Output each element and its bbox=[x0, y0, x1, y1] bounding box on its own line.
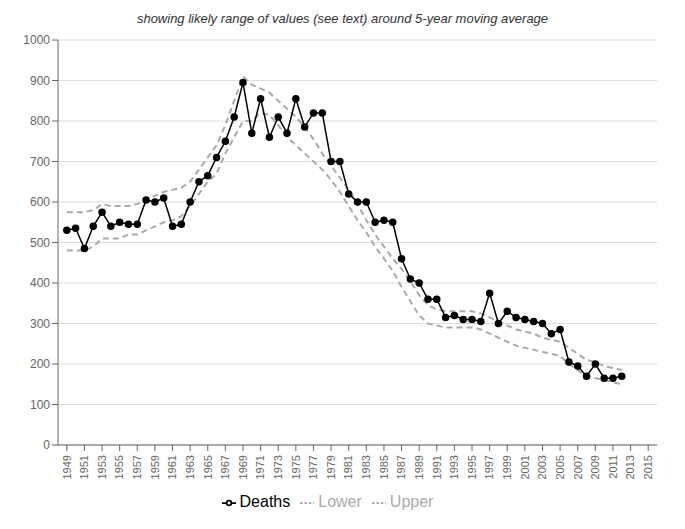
svg-text:2007: 2007 bbox=[572, 455, 584, 479]
svg-text:1961: 1961 bbox=[166, 455, 178, 479]
svg-text:1985: 1985 bbox=[378, 455, 390, 479]
svg-text:2003: 2003 bbox=[536, 455, 548, 479]
svg-text:100: 100 bbox=[30, 398, 50, 412]
svg-text:1955: 1955 bbox=[113, 455, 125, 479]
svg-text:1949: 1949 bbox=[61, 455, 73, 479]
svg-text:1983: 1983 bbox=[360, 455, 372, 479]
svg-text:2005: 2005 bbox=[554, 455, 566, 479]
svg-text:600: 600 bbox=[30, 195, 50, 209]
svg-text:1975: 1975 bbox=[290, 455, 302, 479]
svg-text:2011: 2011 bbox=[607, 455, 619, 479]
html-text:Deaths: Deaths bbox=[239, 493, 291, 510]
svg-text:1995: 1995 bbox=[466, 455, 478, 479]
svg-text:1977: 1977 bbox=[307, 455, 319, 479]
svg-text:1989: 1989 bbox=[413, 455, 425, 479]
svg-text:1969: 1969 bbox=[237, 455, 249, 479]
svg-text:2013: 2013 bbox=[624, 455, 636, 479]
svg-text:1957: 1957 bbox=[131, 455, 143, 479]
svg-text:1959: 1959 bbox=[149, 455, 161, 479]
html-text:Upper: Upper bbox=[389, 493, 434, 510]
svg-text:1963: 1963 bbox=[184, 455, 196, 479]
svg-text:1973: 1973 bbox=[272, 455, 284, 479]
svg-text:800: 800 bbox=[30, 114, 50, 128]
svg-text:200: 200 bbox=[30, 357, 50, 371]
svg-text:1993: 1993 bbox=[448, 455, 460, 479]
svg-text:1951: 1951 bbox=[78, 455, 90, 479]
svg-text:1979: 1979 bbox=[325, 455, 337, 479]
svg-text:1981: 1981 bbox=[343, 455, 355, 479]
svg-text:2015: 2015 bbox=[642, 455, 654, 479]
html-text:Lower: Lower bbox=[318, 493, 362, 510]
svg-text:1967: 1967 bbox=[219, 455, 231, 479]
svg-text:1987: 1987 bbox=[395, 455, 407, 479]
svg-text:2009: 2009 bbox=[589, 455, 601, 479]
svg-text:1991: 1991 bbox=[431, 455, 443, 479]
svg-text:300: 300 bbox=[30, 317, 50, 331]
svg-text:0: 0 bbox=[43, 438, 50, 452]
svg-text:1953: 1953 bbox=[96, 455, 108, 479]
svg-text:1000: 1000 bbox=[23, 33, 50, 47]
svg-text:2001: 2001 bbox=[519, 455, 531, 479]
svg-text:900: 900 bbox=[30, 74, 50, 88]
svg-text:1965: 1965 bbox=[202, 455, 214, 479]
svg-text:1997: 1997 bbox=[483, 455, 495, 479]
svg-text:700: 700 bbox=[30, 155, 50, 169]
html-text:showing likely range of values: showing likely range of values (see text… bbox=[136, 11, 549, 26]
svg-text:1999: 1999 bbox=[501, 455, 513, 479]
svg-text:400: 400 bbox=[30, 276, 50, 290]
svg-text:1971: 1971 bbox=[254, 455, 266, 479]
svg-text:500: 500 bbox=[30, 236, 50, 250]
